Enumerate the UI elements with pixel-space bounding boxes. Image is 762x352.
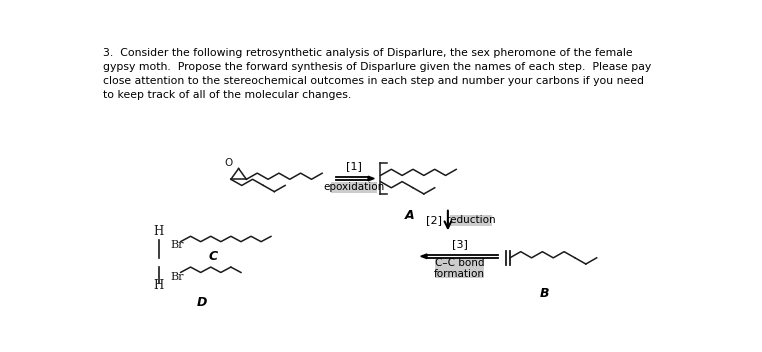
Text: Br: Br <box>171 272 184 282</box>
Text: [2]: [2] <box>426 215 442 226</box>
Text: C: C <box>209 250 218 263</box>
Text: H: H <box>154 225 164 238</box>
Text: D: D <box>197 296 207 309</box>
Text: A: A <box>405 209 415 222</box>
Text: O: O <box>224 158 232 168</box>
Text: reduction: reduction <box>447 215 496 226</box>
FancyBboxPatch shape <box>331 182 377 193</box>
Text: 3.  Consider the following retrosynthetic analysis of Disparlure, the sex pherom: 3. Consider the following retrosynthetic… <box>103 49 652 100</box>
Polygon shape <box>368 176 374 181</box>
Text: C–C bond
formation: C–C bond formation <box>434 258 485 279</box>
Text: [1]: [1] <box>346 161 362 171</box>
Polygon shape <box>421 254 427 259</box>
Text: B: B <box>540 287 549 300</box>
Text: H: H <box>154 279 164 291</box>
Text: [3]: [3] <box>452 239 467 249</box>
FancyBboxPatch shape <box>435 259 484 278</box>
Text: Br: Br <box>171 240 184 250</box>
Text: epoxidation: epoxidation <box>324 182 385 193</box>
FancyBboxPatch shape <box>450 215 492 226</box>
